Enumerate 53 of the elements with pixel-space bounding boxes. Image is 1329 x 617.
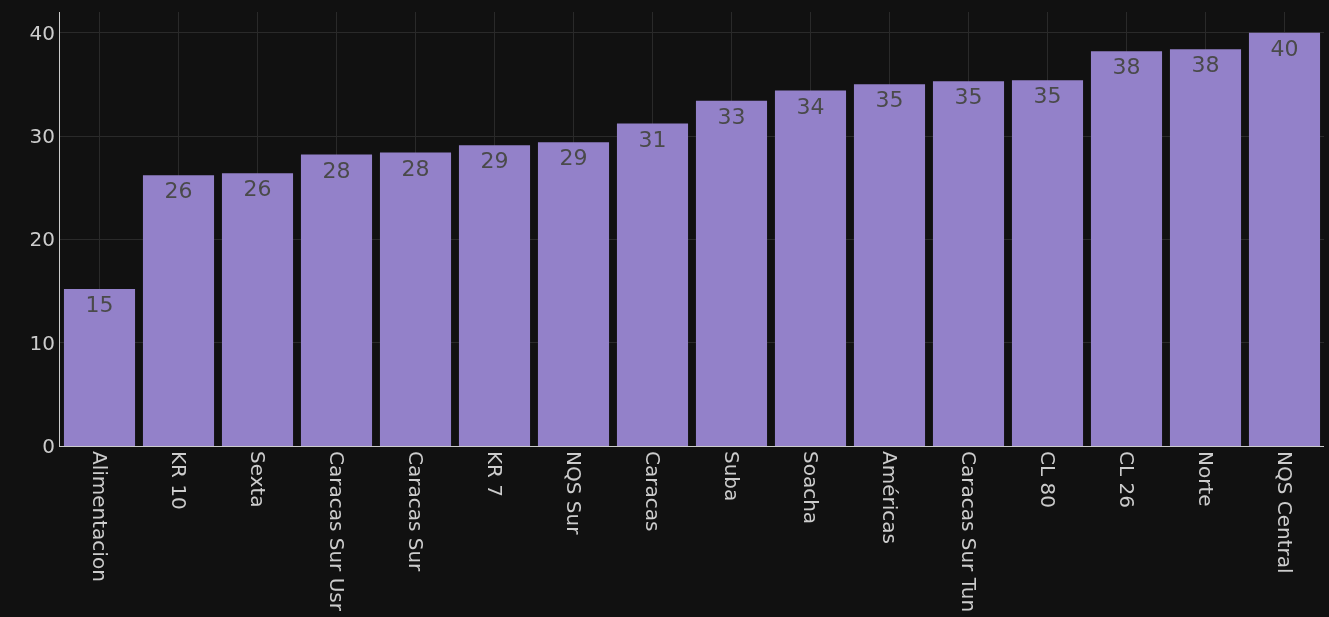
data-label: 40 (1270, 35, 1299, 61)
bar (774, 90, 847, 446)
x-tick-label: Caracas (641, 451, 665, 532)
bar (1169, 49, 1242, 446)
bar (458, 145, 531, 446)
bar (63, 288, 136, 446)
bar (1011, 80, 1084, 446)
bar (300, 154, 373, 446)
x-tick-label: Caracas Sur (404, 451, 428, 573)
data-label: 34 (796, 93, 825, 119)
y-tick-label: 10 (29, 330, 55, 355)
x-tick-label: CL 80 (1036, 451, 1060, 508)
data-label: 35 (1033, 83, 1062, 109)
bar (932, 81, 1005, 446)
data-label: 28 (322, 157, 351, 183)
data-label: 29 (480, 148, 509, 174)
x-tick-label: KR 7 (483, 451, 507, 498)
bar (1090, 51, 1163, 446)
x-tick-label: Suba (720, 451, 744, 502)
bar (379, 152, 452, 446)
data-label: 38 (1191, 52, 1220, 78)
data-label: 35 (954, 84, 983, 110)
x-tick-label: Soacha (799, 451, 823, 525)
x-tick-label: Norte (1194, 451, 1218, 507)
y-tick-label: 40 (29, 20, 55, 45)
bar (142, 175, 215, 446)
y-tick-label: 0 (42, 434, 55, 458)
x-tick-label: Sexta (246, 451, 270, 508)
bar (1248, 32, 1321, 446)
data-label: 15 (85, 291, 114, 317)
data-label: 31 (638, 126, 667, 152)
y-tick-label: 30 (29, 124, 55, 148)
x-tick-label: NQS Sur (562, 451, 586, 536)
x-tick-label: Alimentacion (88, 451, 112, 582)
data-label: 28 (401, 155, 430, 181)
bar (221, 173, 294, 446)
data-label: 26 (164, 178, 193, 204)
bar (853, 84, 926, 446)
x-tick-label: Américas (878, 451, 902, 544)
y-tick-label: 20 (29, 227, 55, 252)
bar (616, 123, 689, 446)
data-label: 33 (717, 103, 746, 129)
data-label: 26 (243, 176, 272, 202)
data-label: 29 (559, 145, 588, 171)
data-label: 35 (875, 87, 904, 113)
x-tick-label: NQS Central (1273, 451, 1297, 574)
x-tick-label: Caracas Sur Tun (957, 451, 981, 613)
bar (537, 142, 610, 446)
x-tick-label: Caracas Sur Usr (325, 451, 349, 612)
x-tick-label: KR 10 (167, 451, 191, 510)
bar (695, 100, 768, 446)
data-label: 38 (1112, 54, 1141, 80)
x-tick-label: CL 26 (1115, 451, 1139, 508)
